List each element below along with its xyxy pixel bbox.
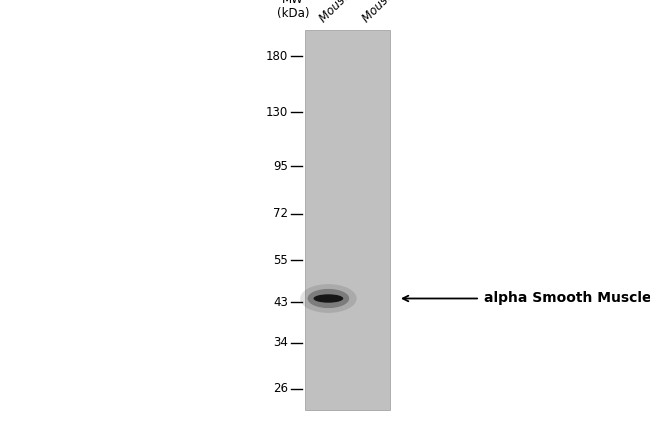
Text: 180: 180 xyxy=(266,50,288,63)
Text: Mouse colon: Mouse colon xyxy=(317,0,378,25)
Text: 34: 34 xyxy=(273,336,288,349)
Text: 95: 95 xyxy=(273,160,288,173)
Text: 72: 72 xyxy=(273,207,288,220)
Text: 43: 43 xyxy=(273,296,288,309)
Text: 55: 55 xyxy=(273,254,288,267)
Text: alpha Smooth Muscle Actin: alpha Smooth Muscle Actin xyxy=(484,291,650,305)
Text: 130: 130 xyxy=(266,106,288,119)
Text: Mouse muscle: Mouse muscle xyxy=(359,0,428,25)
Ellipse shape xyxy=(313,294,343,303)
Text: MW: MW xyxy=(282,0,304,6)
Ellipse shape xyxy=(300,284,357,313)
Text: 26: 26 xyxy=(273,382,288,396)
Ellipse shape xyxy=(307,289,349,308)
Bar xyxy=(305,30,390,410)
Text: (kDa): (kDa) xyxy=(277,7,309,20)
